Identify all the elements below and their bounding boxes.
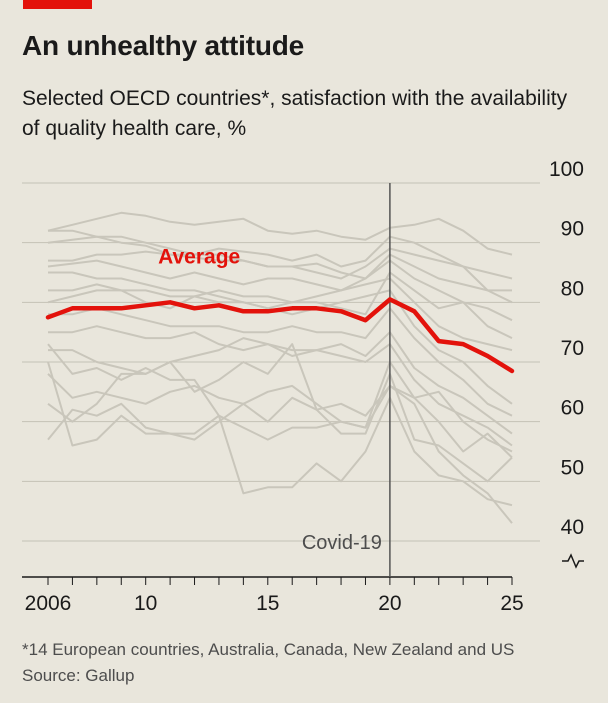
chart-title: An unhealthy attitude <box>22 30 305 61</box>
x-tick-label: 2006 <box>25 592 72 615</box>
average-series-label: Average <box>158 246 240 269</box>
y-tick-label: 60 <box>561 397 584 420</box>
x-tick-label: 20 <box>378 592 401 615</box>
country-series-line <box>47 361 513 524</box>
y-tick-label: 80 <box>561 277 584 300</box>
source-note: Source: Gallup <box>22 666 135 685</box>
x-tick-label: 25 <box>500 592 523 615</box>
country-series-line <box>48 250 512 292</box>
covid-event-label: Covid-19 <box>302 532 382 554</box>
brand-accent-bar <box>23 0 92 9</box>
country-series-line <box>48 271 513 322</box>
footnote-countries: *14 European countries, Australia, Canad… <box>22 640 515 659</box>
axis-break-icon <box>562 553 584 569</box>
country-series-line <box>47 235 513 280</box>
country-series-line <box>47 343 513 453</box>
y-tick-label: 70 <box>561 337 584 360</box>
chart-subtitle: Selected OECD countries*, satisfaction w… <box>22 87 568 140</box>
country-series-line <box>48 307 513 417</box>
country-series-line <box>47 259 513 339</box>
y-tick-label: 90 <box>561 218 584 241</box>
average-series-line <box>45 297 515 374</box>
country-series-line <box>47 211 513 256</box>
x-tick-label: 10 <box>134 592 157 615</box>
x-tick-label: 15 <box>256 592 279 615</box>
footnote-block: *14 European countries, Australia, Canad… <box>22 637 514 689</box>
country-series-line <box>48 277 513 352</box>
y-tick-label: 50 <box>561 456 584 479</box>
country-series-line <box>48 337 513 447</box>
y-tick-label: 40 <box>561 516 584 539</box>
country-series-line <box>47 361 513 459</box>
y-tick-label: 100 <box>549 158 584 181</box>
country-series-line <box>47 343 513 507</box>
country-series-line <box>48 325 513 435</box>
